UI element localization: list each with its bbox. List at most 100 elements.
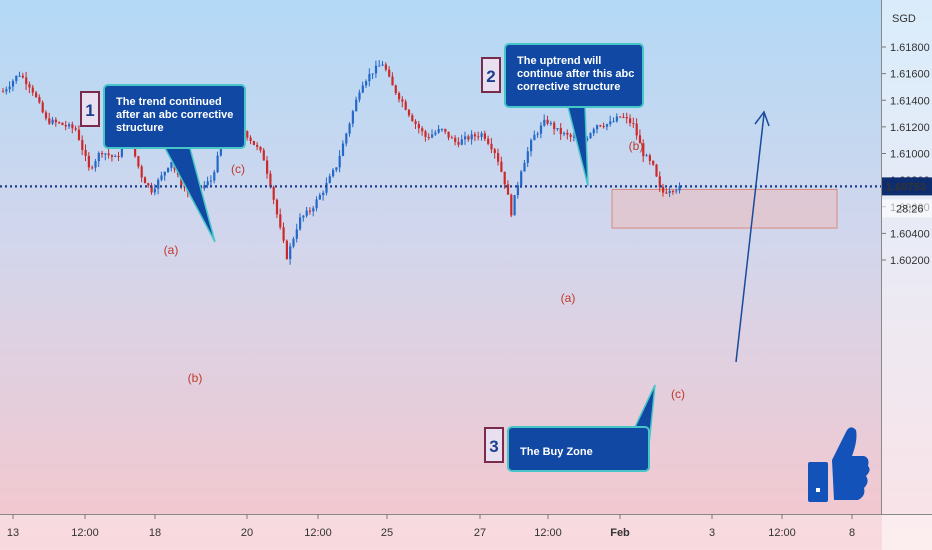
candle: [516, 181, 519, 199]
candle: [81, 135, 84, 156]
price-tick-label: 1.61600: [890, 69, 930, 81]
candle: [384, 62, 387, 72]
candle: [440, 128, 444, 132]
candle: [658, 171, 661, 192]
candle: [596, 124, 599, 134]
candle: [645, 153, 648, 157]
candle: [167, 167, 170, 174]
callout-number-box: [484, 427, 504, 463]
candle: [404, 99, 407, 111]
candle: [338, 150, 341, 173]
candle: [510, 193, 513, 218]
callout-box: [507, 426, 650, 472]
candle: [539, 121, 543, 139]
candle: [160, 171, 163, 182]
candle: [546, 115, 549, 126]
candle: [262, 147, 265, 161]
candle: [163, 171, 166, 181]
candle: [38, 94, 41, 104]
candle: [490, 137, 493, 154]
candle: [450, 135, 453, 139]
wave-label: (b): [188, 371, 203, 385]
candle: [335, 167, 338, 173]
callout-text: The uptrend will: [517, 55, 601, 67]
candle: [569, 132, 572, 142]
candle: [586, 136, 589, 142]
candle: [398, 91, 401, 103]
wave-label: (c): [671, 387, 685, 401]
candle: [31, 84, 34, 96]
candle: [467, 134, 470, 142]
candle: [203, 181, 206, 191]
candle: [543, 114, 546, 127]
candle: [678, 182, 681, 194]
candle: [503, 171, 506, 189]
candle: [444, 128, 447, 135]
candle: [592, 127, 595, 137]
price-tick-label: 1.61000: [890, 149, 930, 161]
time-tick-label: 13: [7, 527, 19, 539]
time-tick-label: 27: [474, 527, 486, 539]
candle: [368, 68, 371, 87]
candle: [411, 113, 414, 122]
candle: [170, 161, 173, 172]
countdown-label: 28:26: [896, 203, 924, 215]
time-tick-label: 18: [149, 527, 161, 539]
candle: [493, 147, 496, 159]
time-axis-panel: [0, 515, 932, 550]
callout-number: 1: [85, 101, 94, 120]
candle: [249, 135, 252, 145]
candle: [612, 117, 615, 123]
candle: [246, 130, 249, 141]
candle: [638, 129, 642, 144]
candle: [566, 129, 569, 140]
candle: [312, 205, 315, 217]
candle: [266, 156, 269, 179]
candle: [500, 156, 503, 173]
candle: [434, 130, 437, 136]
time-tick-label: 12:00: [534, 527, 562, 539]
candle: [662, 183, 665, 197]
candle: [464, 131, 467, 145]
callout-text: The Buy Zone: [520, 446, 593, 458]
current-price-badge: [882, 177, 932, 196]
candle: [605, 123, 609, 131]
candle: [140, 164, 143, 183]
candle: [477, 131, 480, 141]
candle: [407, 108, 411, 118]
candle: [252, 140, 255, 146]
candle: [299, 213, 302, 231]
time-tick-label: 3: [709, 527, 715, 539]
candle: [447, 131, 450, 141]
wave-label: (b): [629, 139, 644, 153]
candle: [143, 176, 147, 184]
candle: [44, 110, 48, 121]
candle: [2, 88, 5, 93]
candle: [256, 142, 259, 151]
candle: [629, 114, 632, 127]
currency-label: SGD: [892, 13, 916, 25]
time-tick-label: 8: [849, 527, 855, 539]
candle: [279, 208, 282, 230]
candle: [341, 140, 345, 157]
candle: [97, 151, 100, 167]
projection-arrow-head: [754, 110, 770, 127]
candle: [41, 100, 44, 114]
candle: [374, 60, 378, 78]
candle: [322, 190, 325, 201]
candle: [553, 120, 556, 135]
candle: [523, 159, 526, 172]
candle: [483, 130, 486, 142]
candle: [282, 222, 285, 244]
candle: [64, 120, 67, 131]
candle: [51, 116, 54, 126]
candle: [285, 239, 288, 260]
candle: [107, 148, 110, 159]
candle: [526, 147, 529, 168]
candle: [137, 155, 140, 169]
candle: [665, 188, 668, 194]
callout-pointer: [163, 147, 216, 243]
